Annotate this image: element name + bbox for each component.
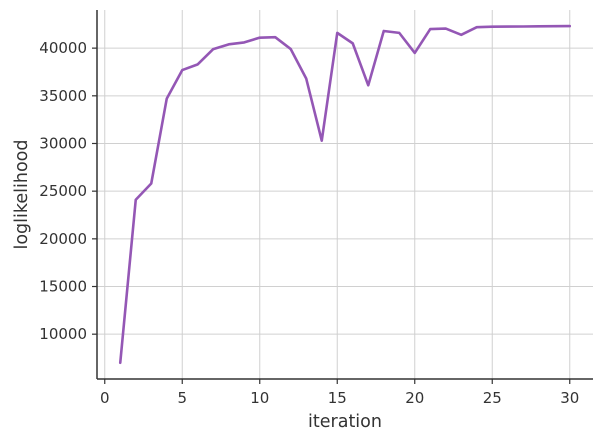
axes [96,10,593,380]
y-tick-label: 25000 [39,182,87,200]
y-tick-label: 30000 [39,134,87,152]
x-tick-label: 5 [177,389,187,407]
x-tick-label: 15 [328,389,347,407]
y-axis-label: loglikelihood [12,139,32,249]
grid [97,10,593,379]
y-tick-label: 35000 [39,87,87,105]
series-line [118,24,572,365]
y-tick-label: 10000 [39,325,87,343]
x-tick-label: 0 [100,389,110,407]
x-tick-label: 20 [405,389,424,407]
y-tick-label: 40000 [39,39,87,57]
ticks: 0 5 10 15 20 25 30 10000 15000 20000 25000 30000 350… [39,39,579,407]
y-tick-label: 20000 [39,230,87,248]
x-axis-label: iteration [308,412,382,432]
x-tick-label: 30 [560,389,579,407]
series-group [118,24,572,365]
x-tick-label: 10 [250,389,269,407]
y-tick-label: 15000 [39,278,87,296]
x-tick-label: 25 [483,389,502,407]
